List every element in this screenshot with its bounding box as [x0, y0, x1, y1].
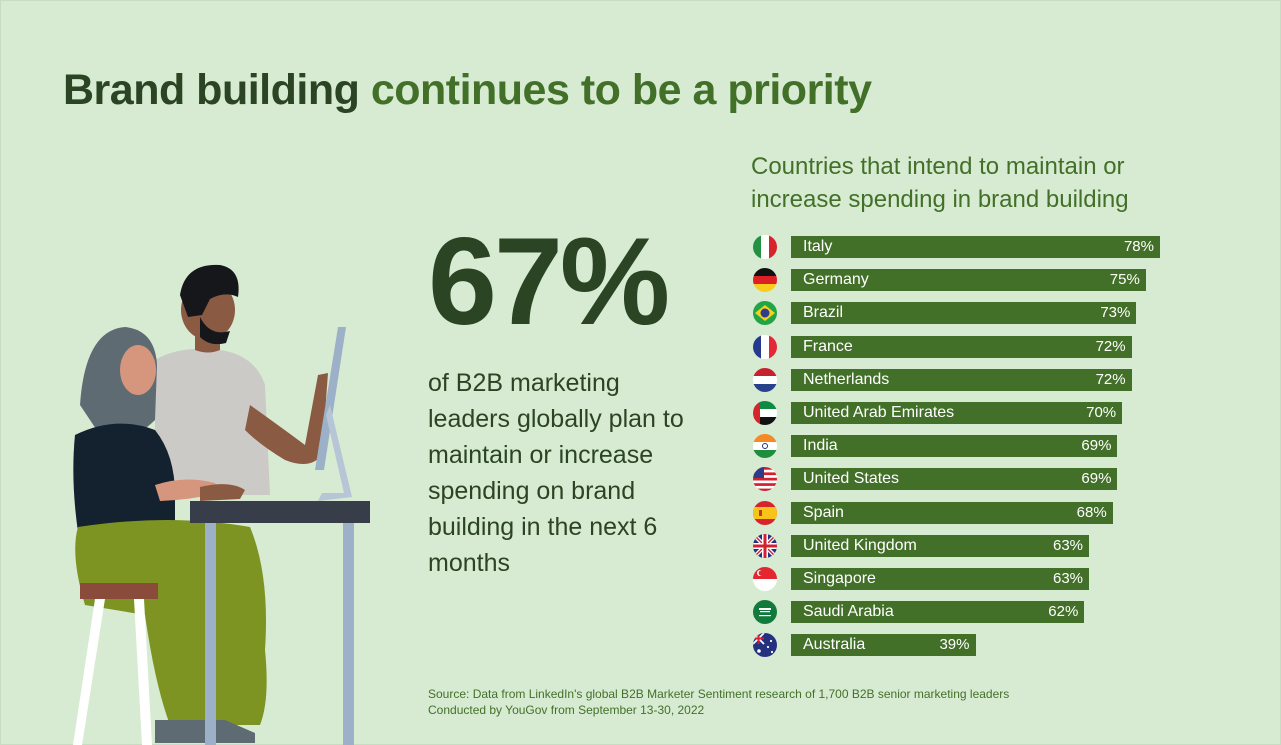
australia-flag-icon [753, 633, 777, 658]
germany-flag-icon [753, 268, 777, 293]
bar-value-label: 62% [1048, 603, 1079, 621]
bar: 69% [791, 468, 1118, 491]
singapore-flag-icon [753, 566, 777, 591]
italy-flag-icon [753, 235, 777, 259]
chart-row: 78% Italy [752, 234, 1192, 267]
bar: 68% [791, 501, 1113, 524]
chart-row: 69% United States [752, 466, 1192, 499]
netherlands-flag-icon [753, 367, 777, 392]
bar: 72% [791, 335, 1132, 358]
source-note: Source: Data from LinkedIn's global B2B … [428, 686, 1009, 718]
india-flag-icon [753, 434, 777, 459]
bar: 70% [791, 401, 1123, 424]
chart-row: 63% United Kingdom [752, 533, 1192, 566]
conducted-line: Conducted by YouGov from September 13-30… [428, 703, 705, 717]
title-part-1: Brand building [63, 66, 360, 114]
category-label: Singapore [803, 569, 876, 587]
source-line: Source: Data from LinkedIn's global B2B … [428, 687, 1010, 701]
category-label: United Kingdom [803, 536, 917, 554]
bar-value-label: 63% [1053, 569, 1084, 587]
chart-row: 39% Australia [752, 632, 1192, 665]
title-part-2: continues to be a priority [370, 66, 872, 114]
uk-flag-icon [753, 533, 777, 558]
bar-value-label: 73% [1100, 304, 1131, 322]
category-label: Netherlands [803, 370, 890, 388]
category-label: India [803, 437, 838, 455]
usa-flag-icon [753, 467, 777, 492]
category-label: Italy [803, 238, 833, 255]
chart-row: 70% United Arab Emirates [752, 400, 1192, 433]
chart-row: 69% India [752, 433, 1192, 466]
category-label: United States [803, 470, 900, 488]
chart-title: Countries that intend to maintain or inc… [751, 153, 1129, 213]
france-flag-icon [753, 334, 777, 359]
stat-description: of B2B marketing leaders globally plan t… [428, 369, 684, 577]
spain-flag-icon [753, 500, 777, 525]
page-title: Brand building continues to be a priorit… [63, 66, 872, 115]
uae-flag-icon [753, 400, 777, 425]
bar-value-label: 70% [1086, 403, 1117, 421]
chart-row: 63% Singapore [752, 566, 1192, 599]
saudi-arabia-flag-icon [753, 600, 777, 625]
headline-stat: 67% [428, 213, 670, 351]
chart-row: 72% France [752, 334, 1192, 367]
category-label: Saudi Arabia [803, 603, 894, 621]
category-label: Brazil [803, 304, 844, 322]
people-at-computer-illustration [73, 264, 370, 745]
category-label: Australia [803, 636, 866, 654]
bar: 69% [791, 435, 1118, 458]
bar-value-label: 72% [1095, 370, 1126, 388]
bar-value-label: 68% [1076, 503, 1107, 521]
brazil-flag-icon [753, 301, 777, 326]
bar-value-label: 78% [1123, 238, 1154, 255]
bar: 62% [791, 601, 1085, 624]
bar-value-label: 39% [939, 636, 970, 654]
category-label: United Arab Emirates [803, 403, 955, 421]
chart-row: 75% Germany [752, 267, 1192, 300]
category-label: Spain [803, 503, 844, 521]
category-label: Germany [803, 271, 869, 289]
bar-value-label: 75% [1109, 271, 1140, 289]
chart-row: 72% Netherlands [752, 367, 1192, 400]
bar-value-label: 69% [1081, 437, 1112, 455]
chart-row: 73% Brazil [752, 300, 1192, 333]
bar: 39% [791, 634, 976, 657]
chart-row: 62% Saudi Arabia [752, 599, 1192, 632]
bar: 73% [791, 302, 1137, 325]
bar: 75% [791, 269, 1146, 292]
bar: 63% [791, 534, 1090, 557]
bar: 72% [791, 368, 1132, 391]
bar-value-label: 72% [1095, 337, 1126, 355]
category-label: France [803, 337, 853, 355]
bar-value-label: 63% [1053, 536, 1084, 554]
bar-chart: 78% Italy 75% Germany 73% Brazil 72% France 72% N… [752, 234, 1192, 665]
chart-row: 68% Spain [752, 500, 1192, 533]
bar: 78% [791, 236, 1160, 258]
bar-value-label: 69% [1081, 470, 1112, 488]
bar: 63% [791, 567, 1090, 590]
